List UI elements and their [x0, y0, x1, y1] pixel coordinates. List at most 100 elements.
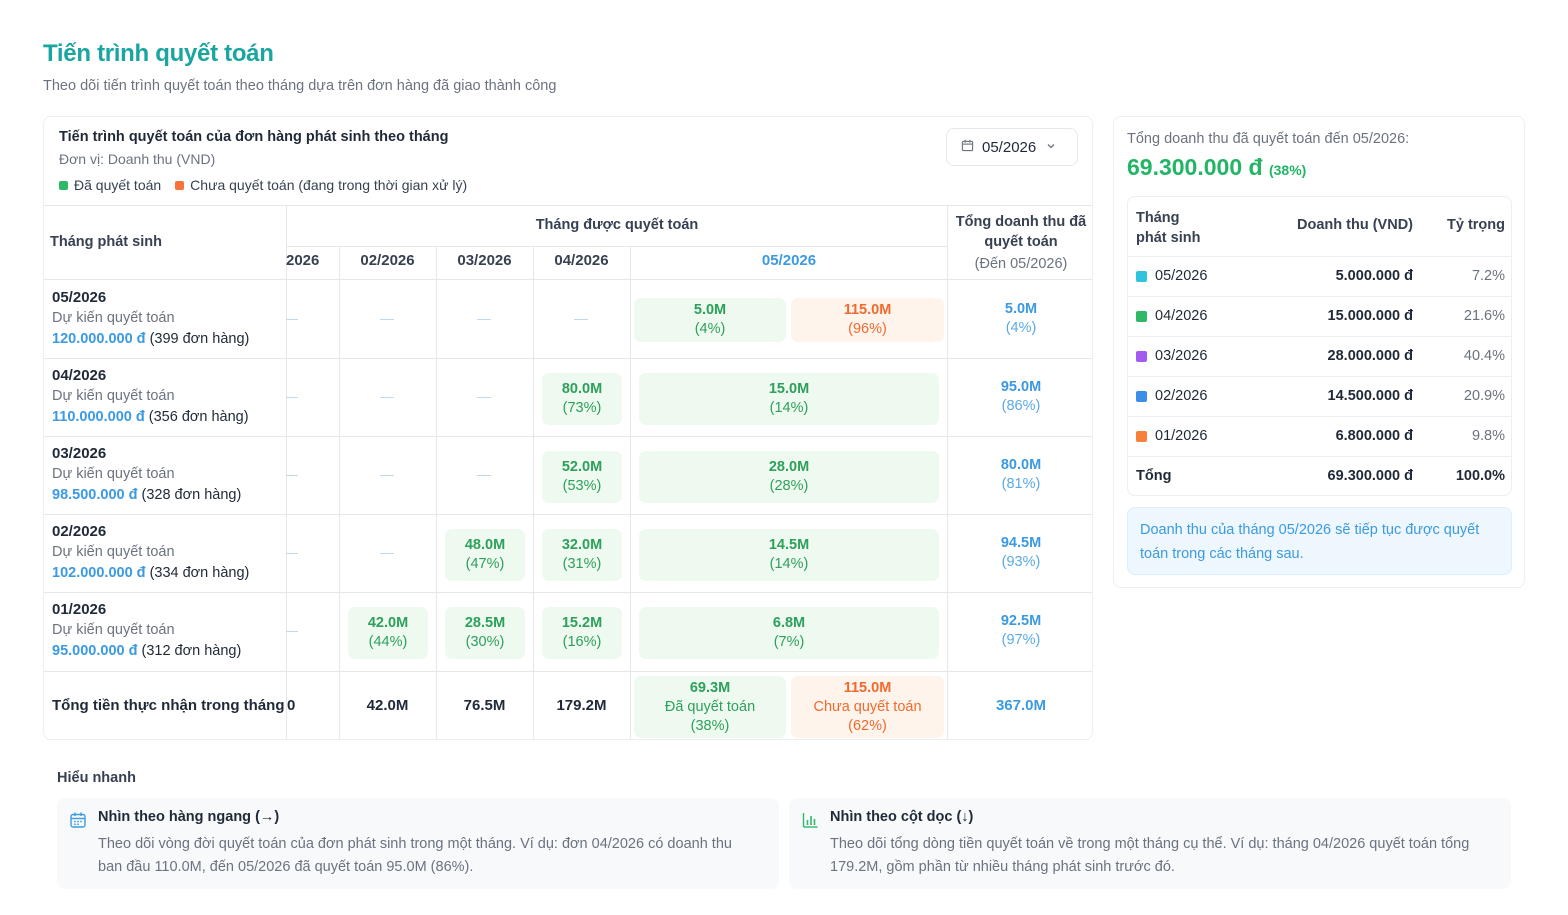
summary-row: 03/2026 28.000.000 đ 40.4% [1128, 336, 1511, 376]
empty-dash [477, 397, 491, 398]
summary-row: 05/2026 5.000.000 đ 7.2% [1128, 256, 1511, 296]
quick-vertical-body: Theo dõi tổng dòng tiền quyết toán về tr… [830, 836, 1470, 875]
page-title: Tiến trình quyết toán [43, 40, 274, 67]
footer-col-04: 179.2M [556, 697, 607, 714]
table-row: 02/2026 Dự kiến quyết toán 102.000.000 đ… [52, 521, 249, 584]
month-select-value: 05/2026 [982, 138, 1037, 156]
row-amount: 95.000.000 đ (312 đơn hàng) [52, 641, 241, 662]
empty-dash [286, 319, 298, 320]
settled-cell: 28.0M (28%) [639, 451, 939, 503]
order-count: (399 đơn hàng) [149, 331, 250, 347]
empty-dash [380, 553, 394, 554]
swatch [1136, 390, 1147, 402]
footer-total: 367.0M [995, 697, 1047, 714]
calendar-icon [961, 139, 974, 156]
empty-dash [477, 319, 491, 320]
row-month: 03/2026 [52, 445, 107, 462]
legend-settled-label: Đã quyết toán [74, 177, 162, 193]
footer-col-03: 76.5M [463, 697, 506, 714]
header-amount: Doanh thu (VND) [1297, 217, 1413, 233]
empty-dash [380, 475, 394, 476]
row-total: 5.0M (4%) [1004, 301, 1038, 336]
swatch [1136, 430, 1147, 442]
expected-amount: 110.000.000 đ [52, 409, 145, 425]
quick-card-vertical: Nhìn theo cột dọc (↓) Theo dõi tổng dòng… [789, 798, 1511, 889]
row-total: 94.5M (93%) [1000, 535, 1042, 570]
quick-horizontal-body: Theo dõi vòng đời quyết toán của đơn phá… [98, 836, 732, 875]
row-month: 04/2026 [52, 367, 107, 384]
header-month-line2: phát sinh [1136, 230, 1201, 246]
summary-total: 69.300.000 đ (38%) [1127, 154, 1306, 181]
order-count: (334 đơn hàng) [149, 565, 250, 581]
legend-pending: Chưa quyết toán (đang trong thời gian xử… [175, 177, 467, 193]
table-row: 03/2026 Dự kiến quyết toán 98.500.000 đ … [52, 443, 241, 506]
bar-chart-icon [801, 811, 819, 834]
settled-cell: 32.0M (31%) [542, 529, 622, 581]
settled-cell: 6.8M (7%) [639, 607, 939, 659]
calendar-icon [69, 811, 87, 834]
footer-col-02: 42.0M [366, 697, 409, 714]
card-title: Tiến trình quyết toán của đơn hàng phát … [59, 129, 449, 145]
settled-cell: 28.5M (30%) [445, 607, 525, 659]
legend-settled: Đã quyết toán [59, 177, 161, 193]
row-month: 01/2026 [52, 601, 107, 618]
row-month: 02/2026 [52, 523, 107, 540]
legend: Đã quyết toán Chưa quyết toán (đang tron… [59, 177, 481, 193]
settlement-matrix-card: Tiến trình quyết toán của đơn hàng phát … [43, 116, 1093, 740]
summary-table: Tháng phát sinh Doanh thu (VND) Tỷ trọng… [1127, 196, 1512, 496]
settled-cell: 48.0M (47%) [445, 529, 525, 581]
empty-dash [574, 319, 588, 320]
col-header-05: 05/2026 [761, 252, 817, 269]
settle-group-header: Tháng được quyết toán [535, 217, 699, 233]
summary-label: Tổng doanh thu đã quyết toán đến 05/2026… [1127, 131, 1410, 147]
settlement-grid: Tháng phát sinh Tháng được quyết toán Tổ… [44, 205, 1092, 739]
row-desc: Dự kiến quyết toán [52, 544, 175, 560]
row-header-label: Tháng phát sinh [50, 234, 162, 250]
summary-total-pct: (38%) [1268, 162, 1307, 178]
expected-amount: 95.000.000 đ [52, 643, 138, 659]
settled-cell: 15.0M (14%) [639, 373, 939, 425]
empty-dash [380, 397, 394, 398]
order-count: (356 đơn hàng) [148, 409, 249, 425]
empty-dash [286, 553, 298, 554]
summary-row: 01/2026 6.800.000 đ 9.8% [1128, 416, 1511, 456]
total-header-2: quyết toán [984, 234, 1058, 250]
footer-label: Tổng tiền thực nhận trong tháng [52, 697, 285, 714]
col-header-02: 02/2026 [360, 252, 415, 269]
swatch [1136, 350, 1147, 362]
settled-cell: 14.5M (14%) [639, 529, 939, 581]
expected-amount: 98.500.000 đ [52, 487, 138, 503]
header-share: Tỷ trọng [1447, 217, 1505, 233]
chevron-down-icon [1046, 141, 1056, 154]
empty-dash [286, 397, 298, 398]
quick-guide-title: Hiểu nhanh [57, 770, 136, 786]
row-total: 92.5M (97%) [1000, 613, 1042, 648]
row-month: 05/2026 [52, 289, 107, 306]
settled-cell: 15.2M (16%) [542, 607, 622, 659]
row-total: 95.0M (86%) [1000, 379, 1042, 414]
row-amount: 98.500.000 đ (328 đơn hàng) [52, 485, 241, 506]
swatch [1136, 270, 1147, 282]
row-amount: 110.000.000 đ (356 đơn hàng) [52, 407, 249, 428]
footer-col-01: 0 [287, 697, 296, 714]
pending-cell: 115.0M (96%) [791, 298, 944, 342]
quick-card-horizontal: Nhìn theo hàng ngang (→) Theo dõi vòng đ… [57, 798, 779, 889]
row-amount: 120.000.000 đ (399 đơn hàng) [52, 329, 249, 350]
month-select[interactable]: 05/2026 [946, 128, 1078, 166]
pending-swatch [175, 180, 185, 190]
table-row: 04/2026 Dự kiến quyết toán 110.000.000 đ… [52, 365, 249, 428]
row-desc: Dự kiến quyết toán [52, 466, 175, 482]
legend-pending-label: Chưa quyết toán (đang trong thời gian xử… [190, 177, 468, 193]
footer-pending-cell: 115.0M Chưa quyết toán (62%) [791, 676, 944, 738]
settled-summary-card: Tổng doanh thu đã quyết toán đến 05/2026… [1113, 116, 1525, 588]
empty-dash [477, 475, 491, 476]
row-amount: 102.000.000 đ (334 đơn hàng) [52, 563, 249, 584]
col-header-03: 03/2026 [457, 252, 512, 269]
row-desc: Dự kiến quyết toán [52, 388, 175, 404]
quick-vertical-heading: Nhìn theo cột dọc (↓) [830, 809, 974, 825]
swatch [1136, 310, 1147, 322]
order-count: (312 đơn hàng) [141, 643, 242, 659]
summary-row: 04/2026 15.000.000 đ 21.6% [1128, 296, 1511, 336]
empty-dash [286, 475, 298, 476]
summary-total-amount: 69.300.000 đ [1127, 154, 1263, 180]
